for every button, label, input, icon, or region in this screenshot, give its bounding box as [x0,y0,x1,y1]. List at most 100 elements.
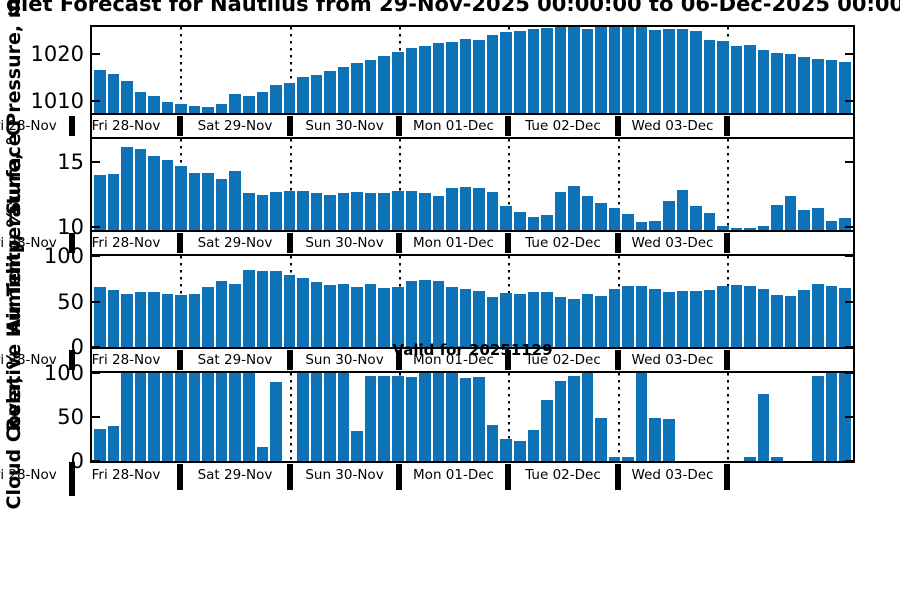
y-tick-mark [845,100,853,102]
day-boundary-tick [396,116,402,136]
bar [744,286,756,347]
bar [188,172,201,230]
bar [541,400,553,461]
bar [134,91,147,113]
day-boundary-tick [69,462,75,496]
bar [622,214,634,230]
day-boundary-tick [177,464,183,490]
bar [107,174,120,230]
bar [798,210,810,230]
bar [107,425,120,461]
bar [215,373,228,461]
day-label: Sun 30-Nov [305,117,384,134]
bar [649,29,661,113]
bar [662,29,675,113]
y-tick-mark [92,460,100,462]
y-tick-mark [92,100,100,102]
bar [378,375,391,461]
bar [392,190,404,230]
bar [744,457,756,461]
y-tick-label: 50 [57,290,84,314]
day-boundary-tick [177,233,183,253]
bar [662,418,675,461]
bar [554,296,567,347]
bar [270,85,282,113]
day-boundary-dotted-line [727,139,729,230]
bar [568,375,580,461]
bar [825,286,838,347]
day-label-band: Fri 28-Nov Fri 28-Nov Sat 29-Nov Sun 30-Nov… [0,349,900,371]
bar [256,194,269,230]
bar [392,52,404,113]
bar [730,285,743,347]
day-boundary-dotted-line [508,139,510,230]
day-boundary-tick [287,116,293,136]
y-tick-mark [845,346,853,348]
bar [486,424,499,461]
day-boundary-tick [287,350,293,370]
bar [581,196,594,230]
bar [202,172,214,230]
bar [595,296,607,347]
bar [473,290,485,347]
subplot-air-temperature [90,137,855,232]
bar [541,292,553,347]
day-label: Sat 29-Nov [197,466,273,483]
day-label: Fri 28-Nov [91,117,161,134]
bar [432,43,445,113]
bar [811,375,824,461]
y-tick-label: 0 [70,449,84,473]
bar [554,380,567,461]
day-boundary-tick [724,350,730,370]
bar [337,193,350,230]
bar [459,288,472,347]
band-right-border [853,349,855,371]
bar [825,60,838,113]
bar [513,440,526,461]
bar [364,284,377,347]
bar [554,192,567,230]
bar [459,39,472,113]
bar [527,216,540,230]
bar [581,28,594,113]
band-right-border [853,115,855,137]
bar [94,429,106,461]
subplot-surface-pressure [90,25,855,115]
bar [676,29,689,113]
bar [649,288,661,347]
bar [676,189,689,230]
bar [215,179,228,230]
band-left-border [90,349,92,371]
bar [297,77,309,113]
day-boundary-tick [69,116,75,136]
bar [283,190,296,230]
bar [730,228,743,230]
bar [635,286,648,347]
bar [243,95,255,113]
y-tick-mark [92,346,100,348]
bar [473,40,485,113]
bar [94,70,106,113]
day-label: Fri 28-Nov [91,234,161,251]
bar [229,171,242,230]
day-label: Tue 02-Dec [525,351,601,368]
bar [717,286,729,347]
bar [243,193,255,230]
day-label: Fri 28-Nov [91,466,161,483]
bar [188,294,201,347]
edge-partial-day-label: Fri 28-Nov [0,234,57,251]
bar [419,45,431,113]
day-boundary-tick [615,350,621,370]
day-label: Sun 30-Nov [305,351,384,368]
day-label: Sun 30-Nov [305,466,384,483]
bar [121,294,133,347]
y-axis-label-text: Cloud Cover, % [3,350,25,510]
bar [405,377,418,461]
bar [134,149,147,230]
bar [351,431,363,461]
bar [188,373,201,461]
y-tick-label: 100 [43,244,84,268]
bar [784,196,797,230]
bar [270,192,282,230]
